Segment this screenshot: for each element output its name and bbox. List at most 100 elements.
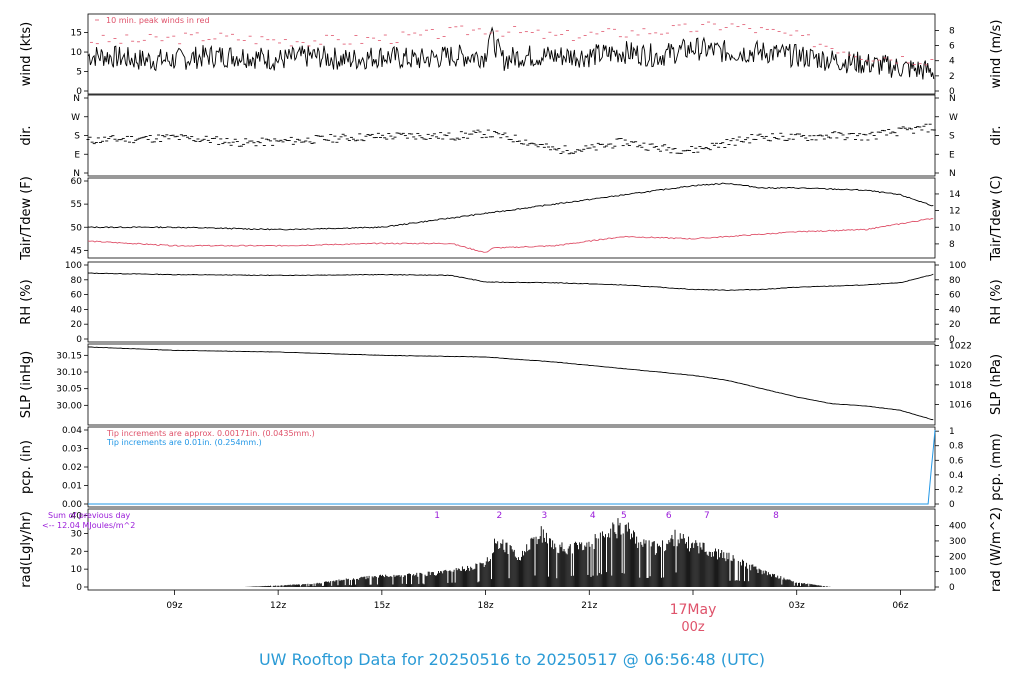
rad-hour-marker: 7 bbox=[704, 511, 710, 521]
rh-ytick-label: 20 bbox=[71, 320, 83, 330]
x-tick-label: 09z bbox=[166, 601, 182, 611]
dir-ytick-label: W bbox=[71, 113, 80, 123]
rad-ytick-right-label: 400 bbox=[949, 522, 966, 532]
rad-ylabel-right: rad (W/m^2) bbox=[989, 507, 1004, 592]
dir-ytick-right-label: W bbox=[949, 113, 958, 123]
wind-ytick-right-label: 0 bbox=[949, 87, 955, 97]
rad-ytick-right-label: 100 bbox=[949, 568, 966, 578]
pcp-ytick-right-label: 0 bbox=[949, 500, 955, 510]
slp-ylabel-right: SLP (hPa) bbox=[989, 354, 1004, 415]
wind-frame bbox=[87, 13, 936, 95]
slp-ytick-right-label: 1022 bbox=[949, 341, 972, 351]
temp-ylabel-left: Tair/Tdew (F) bbox=[19, 176, 34, 261]
rad-hour-marker: 1 bbox=[434, 511, 440, 521]
wind-ytick-right-label: 6 bbox=[949, 42, 955, 52]
wind-legend-text: 10 min. peak winds in red bbox=[106, 16, 210, 25]
dir-ylabel-right: dir. bbox=[989, 125, 1004, 145]
wind-series-line bbox=[87, 26, 935, 80]
x-tick-label: 06z bbox=[892, 601, 908, 611]
dir-ytick-label: N bbox=[73, 94, 80, 104]
wind-ylabel-left: wind (kts) bbox=[19, 22, 34, 86]
slp-ytick-right-label: 1020 bbox=[949, 361, 972, 371]
dir-ytick-label: S bbox=[74, 132, 80, 142]
chart-title: UW Rooftop Data for 20250516 to 20250517… bbox=[259, 650, 765, 669]
pcp-ylabel-right: pcp. (mm) bbox=[989, 433, 1004, 500]
rad-hour-marker: 2 bbox=[497, 511, 503, 521]
temp-series-tdew-line bbox=[87, 218, 934, 253]
panel-rh: RH (%) RH (%) 0 20 40 60 80 100 0 20 40 60 80 100 bbox=[19, 261, 1004, 345]
dir-ytick-label: N bbox=[73, 169, 80, 179]
rad-hour-marker: 6 bbox=[666, 511, 672, 521]
rad-ytick-label: 30 bbox=[71, 529, 83, 539]
temp-ytick-right-label: 14 bbox=[949, 190, 961, 200]
x-date-label: 17May bbox=[670, 602, 717, 618]
dir-ytick-right-label: N bbox=[949, 94, 956, 104]
rad-ytick-right-label: 0 bbox=[949, 583, 955, 593]
x-tick-label: 18z bbox=[477, 601, 493, 611]
panel-pcp: pcp. (in) pcp. (mm) 0.00 0.01 0.02 0.03 0.04 0 0… bbox=[19, 426, 1004, 510]
wind-ytick-label: 10 bbox=[71, 48, 83, 58]
pcp-ylabel-left: pcp. (in) bbox=[19, 440, 34, 494]
rad-hour-marker: 4 bbox=[590, 511, 596, 521]
wind-ytick-label: 15 bbox=[71, 29, 82, 39]
dir-ytick-label: E bbox=[74, 150, 80, 160]
rad-hour-marker: 5 bbox=[621, 511, 627, 521]
rh-ytick-right-label: 20 bbox=[949, 320, 961, 330]
dir-ytick-right-label: S bbox=[949, 132, 955, 142]
x-tick-label: 12z bbox=[270, 601, 286, 611]
wind-ytick-right-label: 8 bbox=[949, 26, 955, 36]
rh-series-rh-line bbox=[87, 272, 934, 291]
rh-ytick-right-label: 60 bbox=[949, 291, 961, 301]
rh-ylabel-right: RH (%) bbox=[989, 279, 1004, 324]
pcp-ytick-right-label: 0.8 bbox=[949, 442, 964, 452]
dir-ytick-right-label: E bbox=[949, 150, 955, 160]
pcp-note-red: Tip increments are approx. 0.00171in. (0… bbox=[106, 429, 315, 438]
wind-ytick-label: 5 bbox=[76, 68, 82, 78]
rh-frame bbox=[87, 261, 936, 343]
pcp-ytick-label: 0.03 bbox=[62, 445, 82, 455]
pcp-note-blue: Tip increments are 0.01in. (0.254mm.) bbox=[106, 438, 262, 447]
slp-ytick-label: 30.05 bbox=[56, 385, 82, 395]
x-tick-label: 03z bbox=[789, 601, 805, 611]
slp-ylabel-left: SLP (inHg) bbox=[19, 351, 34, 419]
temp-ytick-right-label: 10 bbox=[949, 223, 961, 233]
temp-series-tair-line bbox=[87, 182, 934, 231]
wind-ytick-right-label: 4 bbox=[949, 57, 955, 67]
pcp-ytick-right-label: 0.6 bbox=[949, 456, 964, 466]
rh-ytick-label: 0 bbox=[76, 335, 82, 345]
rad-ytick-right-label: 300 bbox=[949, 537, 966, 547]
slp-series-slp-line bbox=[87, 346, 934, 421]
rh-ytick-label: 60 bbox=[71, 291, 83, 301]
rad-ytick-label: 20 bbox=[71, 547, 83, 557]
rh-ytick-label: 40 bbox=[71, 305, 83, 315]
rad-sum-label: Sum of previous day bbox=[48, 511, 130, 520]
wind-ytick-right-label: 2 bbox=[949, 72, 955, 82]
rad-ytick-label: 40 bbox=[71, 512, 83, 522]
x-tick-label-00z: 00z bbox=[681, 620, 705, 635]
temp-frame bbox=[87, 177, 936, 259]
rad-ylabel-left: rad(Lgly/hr) bbox=[19, 511, 34, 587]
pcp-ytick-right-label: 0.4 bbox=[949, 471, 964, 481]
panel-wind: wind (kts) wind (m/s) 0 5 10 15 0 2 4 6 8 10 min. p… bbox=[19, 13, 1004, 97]
rad-frame bbox=[87, 508, 936, 591]
rad-hour-marker: 3 bbox=[541, 511, 547, 521]
pcp-ytick-label: 0.00 bbox=[62, 500, 82, 510]
slp-ytick-right-label: 1016 bbox=[949, 401, 972, 411]
dir-ytick-right-label: N bbox=[949, 169, 956, 179]
slp-ytick-right-label: 1018 bbox=[949, 381, 972, 391]
pcp-ytick-label: 0.02 bbox=[62, 463, 82, 473]
wind-ytick-label: 0 bbox=[76, 87, 82, 97]
pcp-ytick-right-label: 1 bbox=[949, 427, 955, 437]
rh-ytick-right-label: 80 bbox=[949, 276, 961, 286]
pcp-ytick-right-label: 0.2 bbox=[949, 485, 963, 495]
rh-ytick-label: 80 bbox=[71, 276, 83, 286]
temp-ytick-label: 55 bbox=[71, 200, 82, 210]
panel-rad: rad(Lgly/hr) rad (W/m^2)01020304001002003… bbox=[19, 507, 1004, 593]
temp-ytick-right-label: 12 bbox=[949, 207, 960, 217]
pcp-series-line bbox=[88, 429, 936, 505]
dir-frame bbox=[87, 94, 936, 177]
temp-ytick-label: 60 bbox=[71, 177, 83, 187]
slp-frame bbox=[87, 343, 936, 426]
slp-ytick-label: 30.10 bbox=[56, 368, 82, 378]
